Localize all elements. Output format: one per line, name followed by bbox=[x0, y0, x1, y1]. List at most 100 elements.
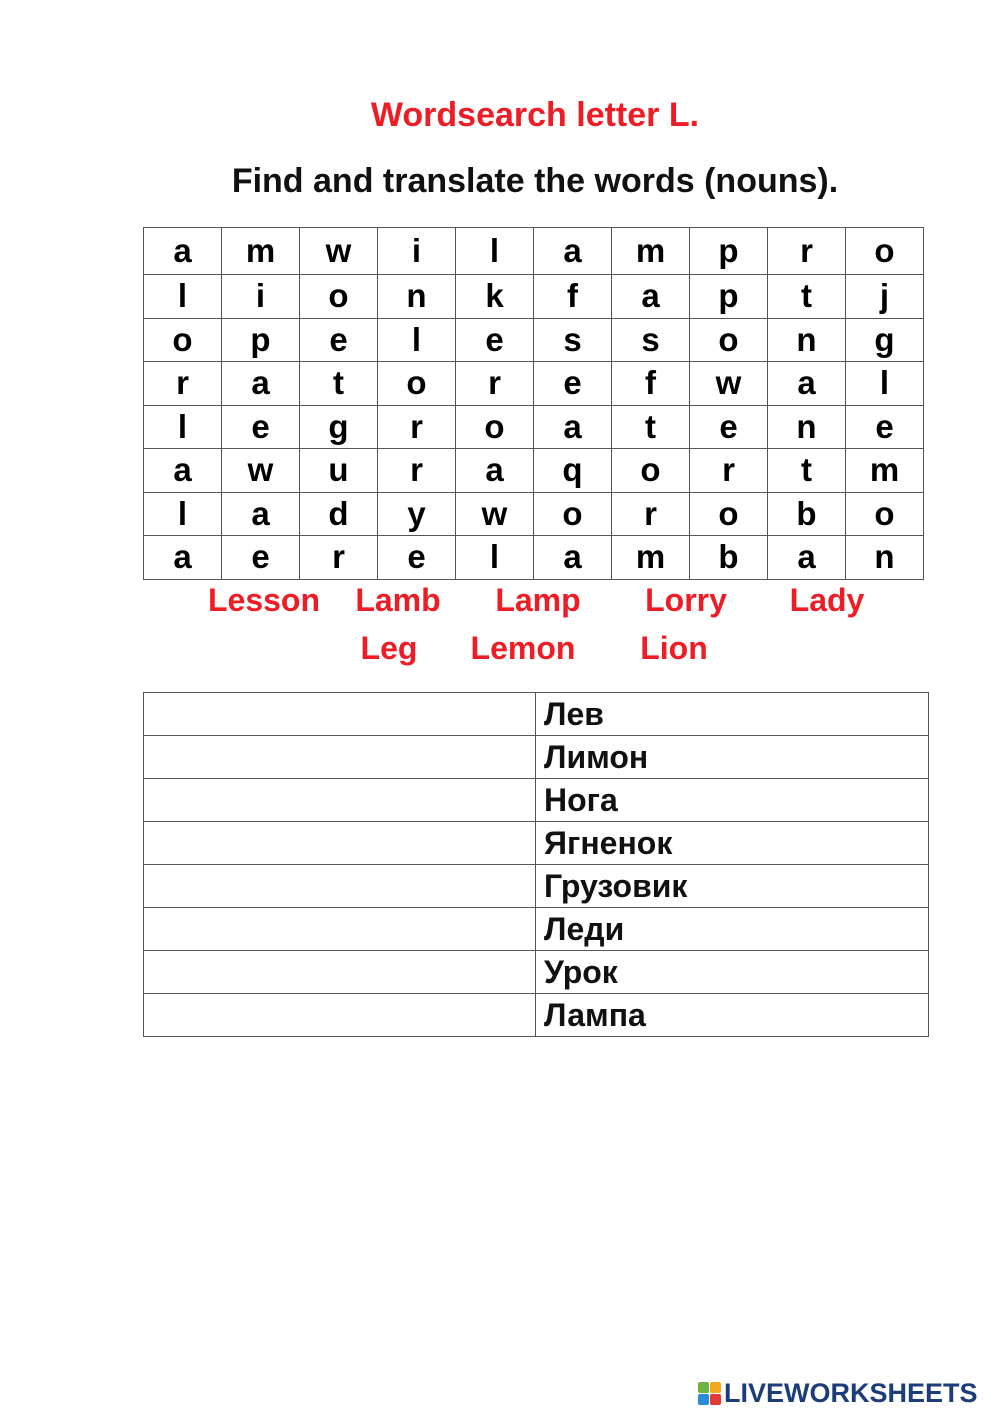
grid-cell[interactable]: o bbox=[689, 491, 768, 536]
grid-cell[interactable]: p bbox=[689, 274, 768, 319]
grid-cell[interactable]: t bbox=[767, 274, 846, 319]
grid-cell[interactable]: w bbox=[221, 448, 300, 493]
grid-cell[interactable]: a bbox=[221, 491, 300, 536]
grid-cell[interactable]: l bbox=[143, 404, 222, 449]
grid-cell[interactable]: b bbox=[689, 535, 768, 580]
grid-cell[interactable]: a bbox=[221, 361, 300, 406]
grid-cell[interactable]: a bbox=[533, 535, 612, 580]
grid-cell[interactable]: a bbox=[143, 448, 222, 493]
word-lesson: Lesson bbox=[207, 582, 321, 618]
grid-cell[interactable]: e bbox=[845, 404, 924, 449]
grid-cell[interactable]: r bbox=[689, 448, 768, 493]
grid-cell[interactable]: t bbox=[767, 448, 846, 493]
answer-input[interactable] bbox=[143, 821, 536, 865]
grid-cell[interactable]: w bbox=[689, 361, 768, 406]
grid-cell[interactable]: a bbox=[143, 535, 222, 580]
grid-cell[interactable]: m bbox=[611, 227, 690, 275]
grid-cell[interactable]: o bbox=[689, 317, 768, 362]
grid-cell[interactable]: r bbox=[767, 227, 846, 275]
grid-cell[interactable]: a bbox=[143, 227, 222, 275]
grid-cell[interactable]: q bbox=[533, 448, 612, 493]
grid-cell[interactable]: e bbox=[377, 535, 456, 580]
grid-cell[interactable]: r bbox=[143, 361, 222, 406]
grid-cell[interactable]: p bbox=[221, 317, 300, 362]
grid-cell[interactable]: a bbox=[533, 404, 612, 449]
grid-cell[interactable]: a bbox=[767, 535, 846, 580]
grid-cell[interactable]: l bbox=[143, 491, 222, 536]
grid-cell[interactable]: r bbox=[455, 361, 534, 406]
answer-input[interactable] bbox=[143, 950, 536, 994]
grid-cell[interactable]: n bbox=[377, 274, 456, 319]
grid-cell[interactable]: w bbox=[299, 227, 378, 275]
grid-cell[interactable]: u bbox=[299, 448, 378, 493]
answer-input[interactable] bbox=[143, 993, 536, 1037]
grid-cell[interactable]: f bbox=[533, 274, 612, 319]
grid-cell[interactable]: a bbox=[611, 274, 690, 319]
grid-cell[interactable]: o bbox=[533, 491, 612, 536]
grid-cell[interactable]: e bbox=[221, 404, 300, 449]
grid-cell[interactable]: y bbox=[377, 491, 456, 536]
grid-cell[interactable]: s bbox=[611, 317, 690, 362]
grid-cell[interactable]: s bbox=[533, 317, 612, 362]
grid-cell[interactable]: o bbox=[845, 491, 924, 536]
grid-cell[interactable]: n bbox=[767, 404, 846, 449]
grid-cell[interactable]: m bbox=[845, 448, 924, 493]
grid-cell[interactable]: p bbox=[689, 227, 768, 275]
answer-input[interactable] bbox=[143, 864, 536, 908]
grid-cell[interactable]: e bbox=[299, 317, 378, 362]
answer-input[interactable] bbox=[143, 735, 536, 779]
grid-cell[interactable]: o bbox=[845, 227, 924, 275]
grid-cell[interactable]: e bbox=[221, 535, 300, 580]
grid-cell[interactable]: a bbox=[767, 361, 846, 406]
grid-cell[interactable]: t bbox=[611, 404, 690, 449]
grid-cell[interactable]: l bbox=[455, 535, 534, 580]
grid-cell[interactable]: d bbox=[299, 491, 378, 536]
russian-word: Лампа bbox=[535, 993, 929, 1037]
grid-cell[interactable]: k bbox=[455, 274, 534, 319]
grid-cell[interactable]: i bbox=[221, 274, 300, 319]
grid-cell[interactable]: e bbox=[455, 317, 534, 362]
grid-cell[interactable]: o bbox=[299, 274, 378, 319]
translation-row: Лампа bbox=[143, 993, 929, 1037]
grid-cell[interactable]: n bbox=[845, 535, 924, 580]
grid-cell[interactable]: o bbox=[455, 404, 534, 449]
grid-cell[interactable]: r bbox=[299, 535, 378, 580]
grid-cell[interactable]: r bbox=[611, 491, 690, 536]
grid-cell[interactable]: l bbox=[845, 361, 924, 406]
grid-cell[interactable]: w bbox=[455, 491, 534, 536]
grid-cell[interactable]: j bbox=[845, 274, 924, 319]
grid-cell[interactable]: t bbox=[299, 361, 378, 406]
answer-input[interactable] bbox=[143, 692, 536, 736]
grid-cell[interactable]: o bbox=[143, 317, 222, 362]
grid-cell[interactable]: r bbox=[377, 448, 456, 493]
grid-cell[interactable]: r bbox=[377, 404, 456, 449]
grid-cell[interactable]: l bbox=[143, 274, 222, 319]
grid-cell[interactable]: e bbox=[689, 404, 768, 449]
worksheet-title: Wordsearch letter L. bbox=[370, 96, 700, 134]
grid-cell[interactable]: f bbox=[611, 361, 690, 406]
grid-cell[interactable]: a bbox=[533, 227, 612, 275]
translation-row: Нога bbox=[143, 778, 929, 822]
grid-cell[interactable]: e bbox=[533, 361, 612, 406]
answer-input[interactable] bbox=[143, 778, 536, 822]
grid-cell[interactable]: l bbox=[455, 227, 534, 275]
grid-cell[interactable]: b bbox=[767, 491, 846, 536]
answer-input[interactable] bbox=[143, 907, 536, 951]
logo-badge-icon bbox=[698, 1382, 721, 1405]
grid-cell[interactable]: g bbox=[299, 404, 378, 449]
grid-cell[interactable]: m bbox=[611, 535, 690, 580]
grid-cell[interactable]: m bbox=[221, 227, 300, 275]
grid-cell[interactable]: l bbox=[377, 317, 456, 362]
grid-cell[interactable]: o bbox=[611, 448, 690, 493]
grid-cell[interactable]: g bbox=[845, 317, 924, 362]
grid-cell[interactable]: i bbox=[377, 227, 456, 275]
grid-cell[interactable]: n bbox=[767, 317, 846, 362]
grid-cell[interactable]: a bbox=[455, 448, 534, 493]
liveworksheets-logo: LIVEWORKSHEETS bbox=[698, 1378, 978, 1409]
word-leg: Leg bbox=[360, 630, 418, 666]
grid-cell[interactable]: o bbox=[377, 361, 456, 406]
